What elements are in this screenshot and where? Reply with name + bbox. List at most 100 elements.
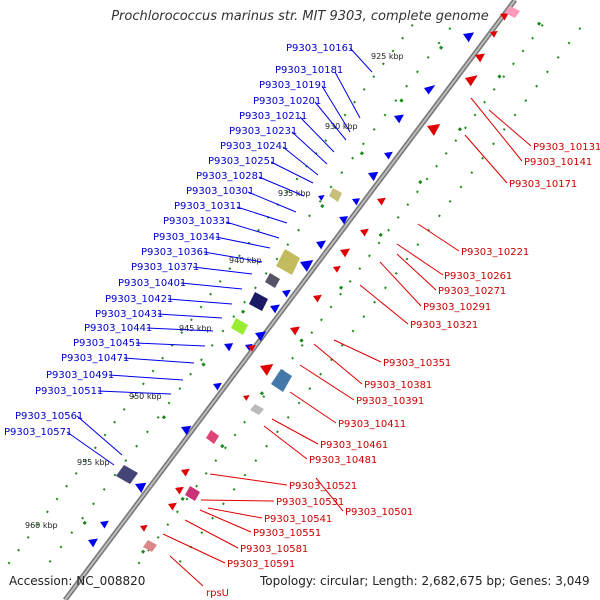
gene-label[interactable]: P9303_10291 [423, 302, 491, 313]
gene-label[interactable]: P9303_10571 [4, 427, 72, 438]
gene-label[interactable]: P9303_10191 [259, 80, 327, 91]
tick-mark [70, 531, 74, 535]
gene-label[interactable]: P9303_10131 [533, 142, 600, 153]
tick-mark [394, 99, 398, 103]
label-connector [192, 266, 253, 275]
label-connector [333, 339, 382, 363]
gene-label[interactable]: P9303_10381 [364, 380, 432, 391]
gene-label[interactable]: P9303_10271 [438, 286, 506, 297]
gene-label[interactable]: P9303_10441 [84, 323, 152, 334]
gene-label[interactable]: P9303_10321 [410, 320, 478, 331]
label-connector [180, 282, 243, 290]
forward-gene-arrow [394, 114, 404, 124]
tick-mark [410, 24, 414, 27]
gene-label[interactable]: P9303_10221 [461, 247, 529, 258]
gene-label[interactable]: P9303_10261 [444, 271, 512, 282]
tick-mark [319, 372, 323, 376]
tick-mark [180, 331, 184, 335]
forward-gene-arrow [135, 482, 147, 494]
reverse-gene-arrow [243, 395, 250, 401]
gene-label[interactable]: P9303_10331 [163, 216, 231, 227]
tick-mark [348, 280, 352, 283]
tick-mark [199, 305, 203, 309]
gene-label[interactable]: P9303_10551 [253, 528, 321, 539]
tick-mark [189, 372, 193, 376]
label-connector [270, 161, 314, 184]
label-connector [169, 555, 204, 587]
gene-label[interactable]: P9303_10581 [240, 544, 308, 555]
tick-mark [241, 309, 246, 314]
gene-label[interactable]: P9303_10241 [220, 141, 288, 152]
forward-gene-arrow [88, 538, 98, 548]
gene-label[interactable]: P9303_10301 [186, 186, 254, 197]
gene-label[interactable]: P9303_10471 [61, 353, 129, 364]
label-connector [417, 223, 460, 252]
tick-mark [176, 510, 179, 514]
tick-mark [291, 356, 295, 360]
forward-gene-arrow [318, 195, 325, 201]
tick-mark [262, 395, 266, 399]
accession-text: Accession: NC_008820 [9, 574, 146, 588]
tick-mark [161, 356, 165, 360]
gene-label[interactable]: P9303_10251 [208, 156, 276, 167]
reverse-gene-arrow [490, 30, 498, 38]
gene-label[interactable]: P9303_10561 [15, 411, 83, 422]
tick-mark [416, 70, 419, 74]
gene-label[interactable]: P9303_10451 [73, 338, 141, 349]
tick-mark [535, 84, 539, 88]
tick-tracks [7, 21, 582, 565]
tick-mark [437, 41, 441, 45]
gene-label[interactable]: P9303_10181 [275, 65, 343, 76]
reverse-gene-arrow [290, 326, 300, 336]
gene-label[interactable]: P9303_10521 [289, 481, 357, 492]
gene-label[interactable]: P9303_10531 [276, 497, 344, 508]
tick-mark [481, 156, 485, 160]
gene-label[interactable]: P9303_10281 [196, 171, 264, 182]
tick-mark [65, 484, 69, 488]
gene-label[interactable]: P9303_10421 [105, 294, 173, 305]
gene-label[interactable]: P9303_10161 [286, 43, 354, 54]
feature-block-olive [329, 188, 342, 202]
gene-label[interactable]: P9303_10211 [239, 111, 307, 122]
tick-mark [362, 88, 366, 91]
label-connector [146, 327, 214, 332]
gene-label[interactable]: P9303_10401 [118, 278, 186, 289]
reverse-gene-arrow [181, 468, 190, 477]
gene-label[interactable]: P9303_10141 [524, 157, 592, 168]
tick-mark [382, 62, 385, 66]
gene-label[interactable]: P9303_10481 [309, 455, 377, 466]
tick-mark [48, 560, 52, 563]
gene-label[interactable]: P9303_10361 [141, 247, 209, 258]
tick-mark [470, 171, 474, 175]
gene-label[interactable]: P9303_10201 [253, 96, 321, 107]
gene-label[interactable]: P9303_10501 [345, 507, 413, 518]
tick-mark [448, 27, 452, 31]
gene-label[interactable]: P9303_10591 [227, 559, 295, 570]
gene-label[interactable]: P9303_10461 [320, 440, 388, 451]
gene-label[interactable]: P9303_10391 [356, 396, 424, 407]
gene-label[interactable]: P9303_10541 [264, 514, 332, 525]
gene-label[interactable]: P9303_10371 [131, 262, 199, 273]
gene-label[interactable]: P9303_10341 [153, 232, 221, 243]
gene-label[interactable]: rpsU [206, 588, 229, 599]
feature-block-gray [265, 273, 280, 288]
gene-label[interactable]: P9303_10231 [229, 126, 297, 137]
label-connector [247, 191, 297, 213]
label-connectors [66, 47, 532, 587]
gene-label[interactable]: P9303_10431 [95, 309, 163, 320]
gene-label[interactable]: P9303_10411 [338, 419, 406, 430]
gene-label[interactable]: P9303_10491 [46, 370, 114, 381]
gene-label[interactable]: P9303_10351 [383, 358, 451, 369]
gene-label[interactable]: P9303_10511 [35, 386, 103, 397]
gene-label[interactable]: P9303_10311 [174, 201, 242, 212]
tick-mark [137, 561, 141, 565]
tick-mark [59, 545, 63, 549]
forward-gene-arrow [339, 216, 349, 225]
label-connector [488, 109, 532, 147]
label-connector [203, 251, 263, 263]
gene-label[interactable]: P9303_10171 [509, 179, 577, 190]
reverse-gene-arrow [475, 53, 485, 63]
tick-mark [55, 497, 59, 501]
reverse-gene-arrow [465, 75, 478, 87]
